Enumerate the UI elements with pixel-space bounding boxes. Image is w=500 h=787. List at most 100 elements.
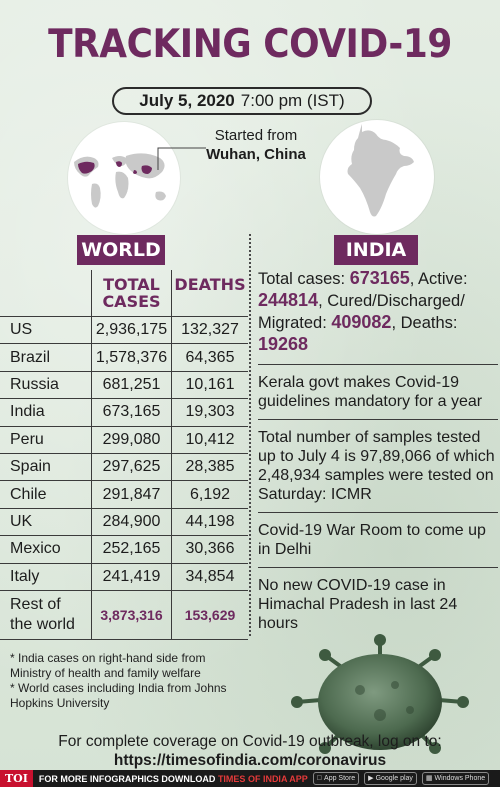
- footnote-item: * World cases including India from Johns…: [10, 681, 227, 710]
- row-deaths: 19,303: [185, 403, 235, 421]
- footnote-item: * India cases on right-hand side from Mi…: [10, 651, 206, 680]
- row-cases: 299,080: [92, 426, 172, 453]
- virus-illustration: [291, 634, 469, 754]
- origin-pointer: [157, 147, 206, 170]
- header-total-line1: TOTAL: [103, 275, 160, 294]
- news-item: No new COVID-19 case in Himachal Pradesh…: [258, 577, 458, 632]
- table-row: US 2,936,175 132,327: [0, 316, 248, 344]
- app-store-label: App Store: [318, 775, 355, 782]
- footnotes: * India cases on right-hand side from Mi…: [10, 651, 240, 711]
- row-country: India: [0, 399, 92, 426]
- header-deaths: DEATHS: [174, 275, 246, 294]
- india-deaths: 19268: [258, 334, 309, 354]
- rest-cases: 3,873,316: [92, 590, 172, 639]
- origin-prefix: Started from: [214, 127, 298, 144]
- india-cured: 409082: [331, 312, 392, 332]
- row-country: UK: [0, 508, 92, 536]
- row-cases: 252,165: [92, 536, 172, 563]
- table-row: Brazil 1,578,376 64,365: [0, 343, 248, 371]
- table-row: Italy 241,419 34,854: [0, 562, 248, 590]
- row-cases: 673,165: [92, 399, 172, 426]
- apple-icon: : [317, 773, 322, 784]
- india-cured-label: , Cured/Discharged/ Migrated:: [258, 292, 465, 332]
- header-total-line2: CASES: [102, 292, 161, 311]
- play-icon: ▶: [362, 775, 373, 782]
- row-cases: 291,847: [92, 481, 172, 508]
- page-title: TRACKING COVID-19: [48, 22, 452, 67]
- header-country: [0, 270, 92, 316]
- row-country: Brazil: [0, 344, 92, 371]
- row-country: Mexico: [0, 536, 92, 563]
- row-deaths: 6,192: [189, 485, 231, 503]
- date-badge: July 5, 2020 7:00 pm (IST): [112, 87, 372, 115]
- coverage-link[interactable]: https://timesofindia.com/coronavirus: [113, 752, 387, 769]
- promo-text-main: FOR MORE INFOGRAPHICS DOWNLOAD: [38, 773, 216, 784]
- india-map-globe: [320, 120, 434, 234]
- column-divider: [249, 234, 251, 636]
- world-table-body: US 2,936,175 132,327 Brazil 1,578,376 64…: [0, 316, 248, 590]
- table-row: Chile 291,847 6,192: [0, 480, 248, 508]
- coverage-text: For complete coverage on Covid-19 outbre…: [58, 733, 442, 750]
- india-summary: Total cases: 673165, Active: 244814, Cur…: [258, 268, 498, 365]
- row-deaths: 10,161: [185, 375, 235, 393]
- world-map-icon: [74, 153, 166, 208]
- india-active: 244814: [258, 290, 319, 310]
- india-total-label: Total cases:: [258, 270, 350, 288]
- row-country: US: [0, 317, 92, 344]
- windows-icon: ▦: [420, 775, 433, 782]
- windows-phone-label: Windows Phone: [429, 775, 486, 782]
- table-row: Peru 299,080 10,412: [0, 425, 248, 453]
- rest-label-line1: Rest of: [10, 595, 61, 613]
- date-time: 7:00 pm (IST): [240, 91, 345, 110]
- row-cases: 2,936,175: [92, 317, 172, 344]
- row-country: Russia: [0, 371, 92, 399]
- row-country: Chile: [0, 481, 92, 508]
- world-map-globe: [68, 122, 180, 234]
- date-day: July 5, 2020: [139, 91, 235, 110]
- world-table-header: TOTAL CASES DEATHS: [0, 270, 248, 316]
- row-country: Spain: [0, 453, 92, 481]
- news-item: Total number of samples tested up to Jul…: [258, 420, 498, 513]
- india-total: 673165: [349, 268, 410, 288]
- row-country: Peru: [0, 426, 92, 453]
- india-deaths-label: , Deaths:: [391, 314, 458, 332]
- rest-of-world-row: Rest of the world 3,873,316 153,629: [0, 589, 248, 640]
- row-country: Italy: [0, 563, 92, 590]
- coverage-note: For complete coverage on Covid-19 outbre…: [0, 732, 500, 770]
- promo-app-name: TIMES OF INDIA APP: [217, 773, 308, 784]
- promo-text: FOR MORE INFOGRAPHICS DOWNLOAD TIMES OF …: [39, 774, 308, 784]
- header-total-cases: TOTAL CASES: [92, 270, 172, 316]
- row-deaths: 34,854: [185, 567, 235, 585]
- table-row: India 673,165 19,303: [0, 398, 248, 426]
- row-deaths: 132,327: [181, 321, 239, 339]
- rest-label-line2: the world: [10, 615, 75, 633]
- row-deaths: 64,365: [185, 348, 235, 366]
- windows-phone-badge[interactable]: ▦ Windows Phone: [420, 772, 490, 785]
- table-row: UK 284,900 44,198: [0, 507, 248, 536]
- app-store-badge[interactable]: App Store: [312, 772, 360, 785]
- row-deaths: 44,198: [185, 512, 235, 530]
- origin-city: Wuhan, China: [206, 146, 306, 163]
- row-cases: 241,419: [92, 563, 172, 590]
- india-map-icon: [347, 124, 414, 217]
- row-cases: 1,578,376: [92, 344, 172, 371]
- row-deaths: 28,385: [185, 458, 235, 476]
- promo-bar: TOI FOR MORE INFOGRAPHICS DOWNLOAD TIMES…: [0, 770, 500, 787]
- world-section-label: WORLD: [77, 235, 165, 265]
- world-table: TOTAL CASES DEATHS US 2,936,175 132,327 …: [0, 270, 248, 640]
- news-item: Covid-19 War Room to come up in Delhi: [258, 513, 498, 568]
- india-section-label: INDIA: [334, 235, 418, 265]
- toi-logo: TOI: [0, 770, 33, 787]
- india-column: Total cases: 673165, Active: 244814, Cur…: [258, 268, 498, 641]
- table-row: Russia 681,251 10,161: [0, 370, 248, 399]
- row-deaths: 10,412: [185, 430, 235, 448]
- india-active-label: , Active:: [409, 270, 468, 288]
- row-cases: 284,900: [92, 508, 172, 536]
- row-cases: 297,625: [92, 453, 172, 481]
- google-play-label: Google play: [370, 775, 413, 782]
- google-play-badge[interactable]: ▶ Google play: [364, 772, 417, 785]
- origin-label: Started from Wuhan, China: [196, 126, 316, 164]
- rest-label: Rest of the world: [0, 590, 92, 639]
- table-row: Mexico 252,165 30,366: [0, 535, 248, 563]
- row-deaths: 30,366: [185, 540, 235, 558]
